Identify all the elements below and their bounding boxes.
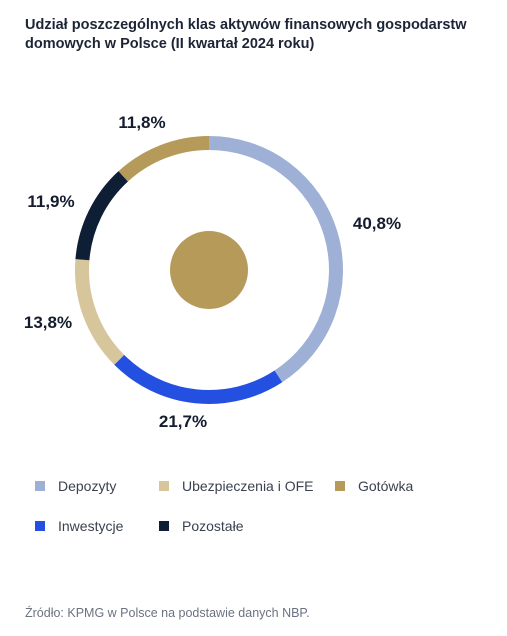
source-note: Źródło: KPMG w Polsce na podstawie danyc… <box>25 606 310 620</box>
center-dot <box>170 231 248 309</box>
data-label-depozyty: 40,8% <box>353 214 401 233</box>
legend-swatch-gotowka <box>335 481 345 491</box>
legend-swatch-depozyty <box>35 481 45 491</box>
donut-slice-depozyty <box>208 136 343 383</box>
data-label-inwestycje: 21,7% <box>159 412 207 431</box>
data-label-ubezpieczenia-i-ofe: 13,8% <box>24 313 72 332</box>
legend-swatch-inwestycje <box>35 521 45 531</box>
legend-swatch-pozostale <box>159 521 169 531</box>
legend-swatch-ubezpieczenia <box>159 481 169 491</box>
legend-item-ubezpieczenia: Ubezpieczenia i OFE <box>159 478 314 494</box>
legend-label-inwestycje: Inwestycje <box>58 518 124 534</box>
legend-item-inwestycje: Inwestycje <box>35 518 123 534</box>
donut-slice-gotowka <box>118 136 210 182</box>
legend-label-pozostale: Pozostałe <box>182 518 244 534</box>
legend-label-gotowka: Gotówka <box>358 478 414 494</box>
data-label-gotowka: 11,8% <box>118 113 165 132</box>
chart-title: Udział poszczególnych klas aktywów finan… <box>25 16 495 54</box>
donut-slice-pozostale <box>75 171 129 261</box>
donut-slice-ubezpieczenia-i-ofe <box>75 259 125 365</box>
legend-item-depozyty: Depozyty <box>35 478 116 494</box>
legend-label-depozyty: Depozyty <box>58 478 117 494</box>
chart-title-line-1: Udział poszczególnych klas aktywów finan… <box>25 17 467 33</box>
data-label-pozostale: 11,9% <box>27 192 74 211</box>
chart-title-line-2: domowych w Polsce (II kwartał 2024 roku) <box>25 36 315 52</box>
legend-item-pozostale: Pozostałe <box>159 518 243 534</box>
donut-chart: 40,8% 21,7% 13,8% 11,9% 11,8% <box>24 113 401 431</box>
legend-item-gotowka: Gotówka <box>335 478 413 494</box>
legend-label-ubezpieczenia: Ubezpieczenia i OFE <box>182 478 314 494</box>
donut-slice-inwestycje <box>114 354 283 404</box>
